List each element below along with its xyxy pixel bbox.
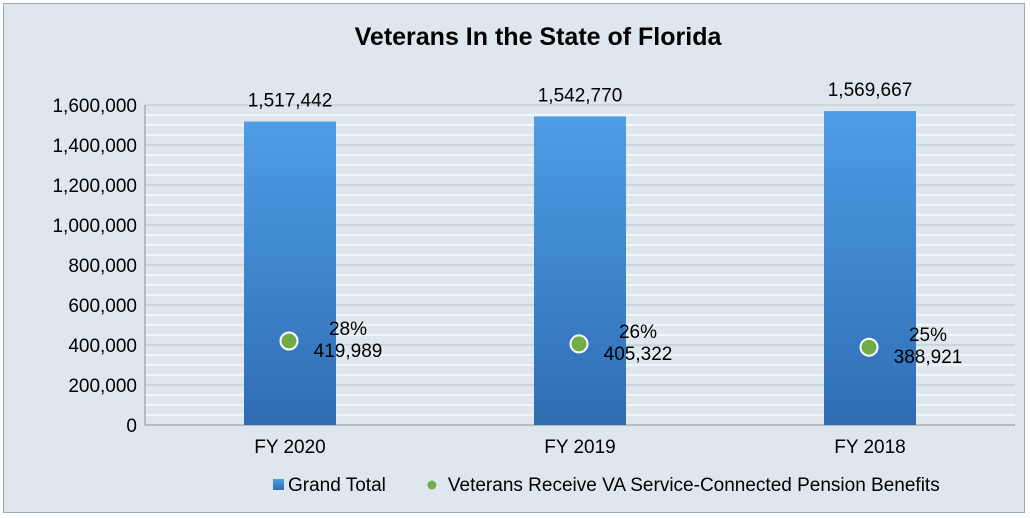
bar-value-label: 1,517,442 <box>248 91 333 112</box>
pension-point <box>279 331 299 351</box>
bar-value-label: 1,542,770 <box>538 85 623 106</box>
legend-swatch-grand-total <box>273 479 284 490</box>
y-tick-label: 600,000 <box>68 296 137 317</box>
y-tick-label: 1,600,000 <box>52 96 137 117</box>
y-tick-label: 0 <box>126 416 137 437</box>
chart-title: Veterans In the State of Florida <box>355 23 723 51</box>
pension-points: 28%419,989 26%405,322 25%388,921 <box>279 319 963 368</box>
legend-marker-pension <box>427 480 437 490</box>
bar-grand-total <box>534 116 626 426</box>
pension-percent-label: 26% <box>619 322 657 343</box>
x-tick-label: FY 2018 <box>834 437 905 458</box>
legend-label-grand-total: Grand Total <box>288 475 386 496</box>
pension-percent-label: 25% <box>909 325 947 346</box>
pension-value-label: 405,322 <box>604 344 673 365</box>
y-tick-label: 1,200,000 <box>52 176 137 197</box>
pension-value-label: 388,921 <box>894 347 963 368</box>
pension-point <box>859 337 879 357</box>
bar-value-label: 1,569,667 <box>828 80 913 101</box>
legend: Grand Total Veterans Receive VA Service-… <box>273 475 940 496</box>
y-tick-label: 400,000 <box>68 336 137 357</box>
bars: 1,517,442 1,542,770 1,569,667 <box>244 80 916 426</box>
legend-label-pension: Veterans Receive VA Service-Connected Pe… <box>448 475 940 496</box>
x-tick-label: FY 2020 <box>254 437 325 458</box>
y-tick-label: 200,000 <box>68 376 137 397</box>
bar-grand-total <box>824 111 916 426</box>
bar-grand-total <box>244 121 336 425</box>
x-axis-ticks: FY 2020 FY 2019 FY 2018 <box>254 437 905 458</box>
x-tick-label: FY 2019 <box>544 437 615 458</box>
y-tick-label: 1,000,000 <box>52 216 137 237</box>
y-axis-ticks: 0 200,000 400,000 600,000 800,000 1,000,000 1,… <box>52 96 137 437</box>
y-tick-label: 800,000 <box>68 256 137 277</box>
pension-value-label: 419,989 <box>314 341 383 362</box>
pension-point <box>569 334 589 354</box>
pension-percent-label: 28% <box>329 319 367 340</box>
y-tick-label: 1,400,000 <box>52 136 137 157</box>
